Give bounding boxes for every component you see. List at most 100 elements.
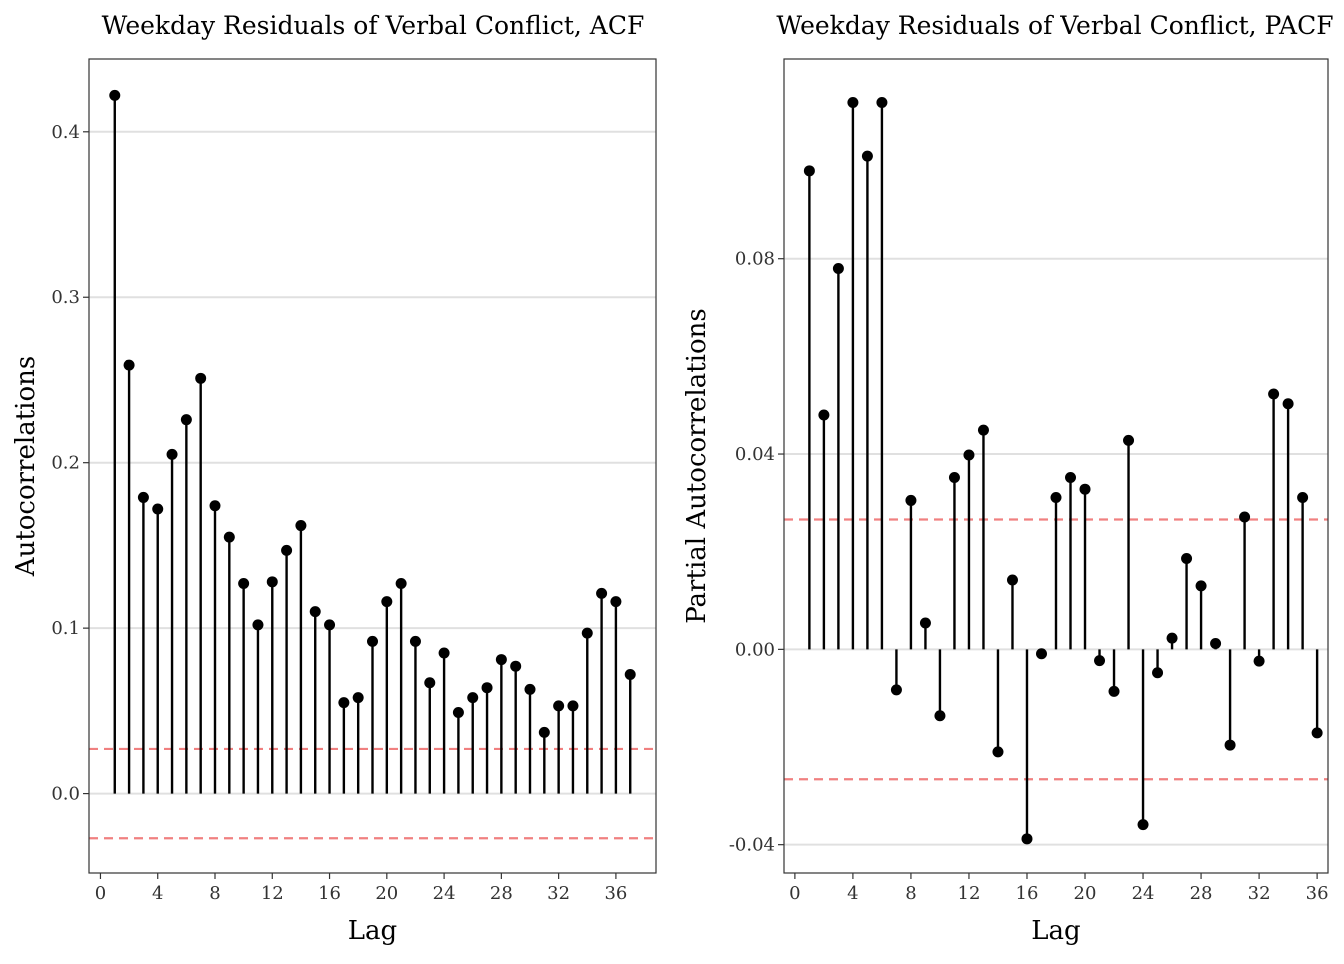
- x-tick-label: 4: [847, 883, 858, 904]
- lag-point: [919, 617, 931, 629]
- x-axis-title: Lag: [1031, 916, 1080, 946]
- x-tick-label: 32: [1248, 883, 1271, 904]
- lag-point: [963, 449, 975, 461]
- lag-point: [1035, 648, 1047, 660]
- y-tick-label: 0.2: [51, 453, 80, 474]
- lag-point: [1094, 655, 1106, 667]
- pacf-panel: Weekday Residuals of Verbal Conflict, PA…: [682, 11, 1334, 946]
- lag-point: [209, 500, 221, 512]
- lag-point: [367, 635, 378, 647]
- lag-point: [1224, 739, 1236, 751]
- lag-point: [1108, 685, 1120, 697]
- lag-point: [281, 544, 293, 556]
- lag-point: [1239, 511, 1251, 523]
- x-tick-label: 16: [1016, 883, 1039, 904]
- acf-panel: Weekday Residuals of Verbal Conflict, AC…: [11, 11, 657, 946]
- lag-point: [510, 660, 522, 672]
- lag-point: [1123, 434, 1135, 446]
- lag-point: [803, 165, 815, 177]
- lag-point: [324, 619, 336, 631]
- lag-point: [1311, 727, 1323, 739]
- lag-point: [1050, 491, 1062, 503]
- lag-point: [180, 414, 192, 426]
- lag-point: [890, 684, 902, 696]
- lag-point: [481, 682, 493, 694]
- lag-point: [309, 606, 321, 618]
- lag-point: [581, 627, 593, 639]
- lag-point: [166, 448, 178, 460]
- x-tick-label: 8: [209, 883, 220, 904]
- x-tick-label: 36: [1306, 883, 1329, 904]
- x-tick-label: 36: [604, 883, 627, 904]
- lag-point: [238, 577, 250, 589]
- lag-point: [409, 635, 421, 647]
- y-tick-label: 0.0: [51, 784, 80, 805]
- lag-point: [395, 577, 407, 589]
- lag-point: [495, 654, 507, 666]
- y-tick-label: 0.00: [735, 639, 775, 660]
- lag-point: [861, 150, 873, 162]
- lag-point: [1166, 632, 1178, 644]
- lag-point: [1253, 655, 1265, 667]
- lag-point: [1210, 637, 1222, 649]
- lag-point: [1195, 580, 1207, 592]
- x-tick-label: 0: [789, 883, 800, 904]
- lag-point: [438, 647, 450, 659]
- lag-point: [818, 409, 830, 421]
- panel-border: [783, 58, 1329, 874]
- lag-point: [195, 372, 207, 384]
- chart-title: Weekday Residuals of Verbal Conflict, PA…: [776, 11, 1333, 40]
- lag-point: [876, 96, 888, 108]
- x-tick-label: 20: [375, 883, 398, 904]
- x-tick-label: 32: [547, 883, 570, 904]
- x-tick-label: 4: [152, 883, 163, 904]
- lag-point: [905, 494, 917, 506]
- lag-point: [252, 619, 264, 631]
- x-tick-label: 0: [95, 883, 106, 904]
- x-tick-label: 12: [958, 883, 981, 904]
- lag-point: [1152, 667, 1164, 679]
- x-tick-label: 20: [1074, 883, 1097, 904]
- lag-point: [847, 96, 859, 108]
- panel-border: [88, 58, 657, 874]
- x-tick-label: 28: [1190, 883, 1213, 904]
- lag-point: [352, 692, 364, 704]
- lag-point: [832, 262, 844, 274]
- x-tick-label: 8: [905, 883, 916, 904]
- lag-point: [223, 531, 235, 543]
- lag-point: [1297, 491, 1309, 503]
- lag-point: [1021, 833, 1033, 845]
- x-tick-label: 16: [318, 883, 341, 904]
- chart-title: Weekday Residuals of Verbal Conflict, AC…: [102, 11, 645, 40]
- x-tick-label: 24: [433, 883, 456, 904]
- y-tick-label: 0.04: [735, 444, 775, 465]
- x-tick-label: 12: [261, 883, 284, 904]
- x-tick-label: 28: [490, 883, 513, 904]
- lag-point: [524, 683, 536, 695]
- x-tick-label: 24: [1132, 883, 1155, 904]
- lag-point: [1079, 483, 1091, 495]
- lag-point: [295, 520, 307, 532]
- x-axis-title: Lag: [348, 916, 397, 946]
- lag-point: [123, 359, 135, 371]
- lag-point: [467, 692, 479, 704]
- lag-point: [624, 668, 636, 680]
- lag-point: [977, 424, 989, 436]
- lag-point: [152, 503, 164, 515]
- lag-point: [338, 697, 350, 709]
- lag-point: [1268, 388, 1280, 400]
- lag-point: [553, 700, 565, 712]
- y-tick-label: 0.08: [735, 249, 775, 270]
- lag-point: [1006, 574, 1018, 586]
- lag-point: [1065, 471, 1077, 483]
- y-tick-label: 0.4: [51, 122, 80, 143]
- lag-point: [452, 707, 464, 719]
- lag-point: [992, 746, 1004, 758]
- lag-point: [610, 596, 622, 608]
- lag-point: [934, 710, 946, 722]
- y-tick-label: 0.1: [51, 618, 80, 639]
- y-tick-label: 0.3: [51, 287, 80, 308]
- lag-point: [567, 700, 579, 712]
- lag-point: [1181, 553, 1193, 565]
